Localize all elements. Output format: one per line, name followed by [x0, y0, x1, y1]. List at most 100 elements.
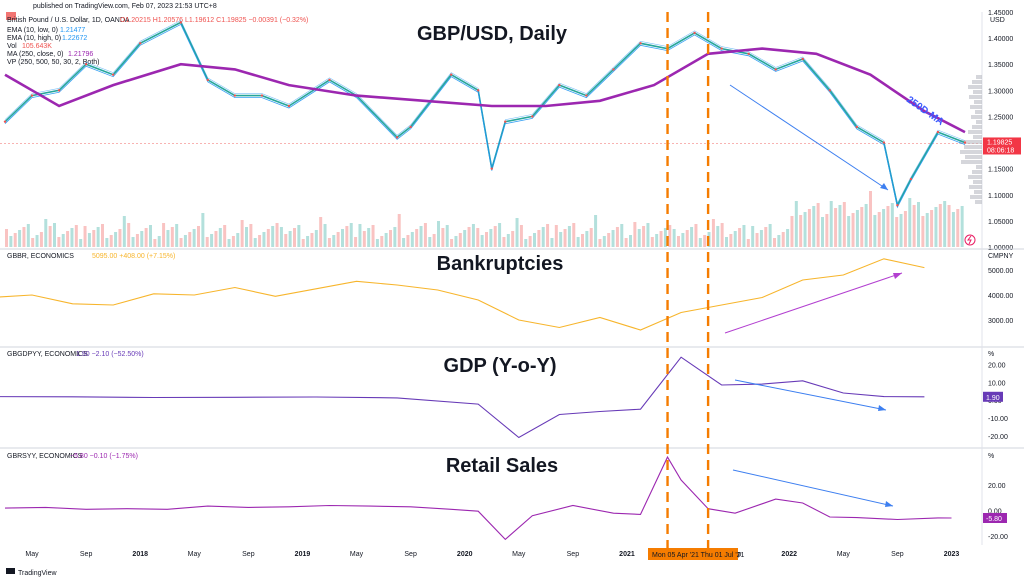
- tradingview-logo[interactable]: TradingView: [6, 568, 57, 577]
- volume-bar: [402, 238, 406, 247]
- price-point: [57, 89, 61, 92]
- volume-bar: [620, 224, 624, 247]
- price-y-tick: 1.25000: [988, 114, 1013, 121]
- volume-bar: [751, 226, 755, 247]
- gdp-y-tick: -20.00: [988, 434, 1008, 441]
- volume-profile-bar: [968, 175, 982, 179]
- volume-bar: [358, 224, 362, 247]
- volume-bar: [877, 212, 881, 247]
- volume-bar: [101, 224, 104, 247]
- volume-bar: [755, 233, 759, 247]
- retail-title: Retail Sales: [446, 455, 558, 477]
- volume-bar: [816, 203, 820, 247]
- time-axis-label: May: [512, 551, 526, 558]
- retail-y-tick: 0.00: [988, 509, 1002, 516]
- volume-bar: [720, 223, 724, 247]
- volume-bar: [690, 227, 694, 247]
- symbol-line[interactable]: British Pound / U.S. Dollar, 1D, OANDA: [7, 17, 130, 24]
- footer-brand: TradingView: [18, 570, 57, 577]
- volume-profile-bar: [968, 130, 982, 134]
- volume-bar: [210, 234, 214, 247]
- price-y-tick: 1.05000: [988, 219, 1013, 226]
- price-series-line: [4, 21, 966, 208]
- volume-bar: [790, 216, 794, 247]
- volume-bar: [515, 218, 519, 247]
- volume-bar: [655, 234, 659, 247]
- retail-label[interactable]: GBRSYY, ECONOMICS: [7, 453, 83, 460]
- price-point: [3, 120, 7, 123]
- volume-bar: [934, 207, 938, 247]
- retail-trend-arrow: [732, 469, 894, 507]
- ma-label-annotation: 250D-MA: [904, 94, 945, 128]
- time-axis-label: Sep: [891, 551, 904, 558]
- volume-bar: [223, 225, 227, 247]
- volume-bar: [70, 228, 74, 247]
- volume-bar: [13, 233, 17, 247]
- volume-bar: [53, 223, 56, 247]
- volume-bar: [39, 232, 43, 247]
- volume-bar: [310, 233, 314, 247]
- volume-bar: [179, 238, 183, 247]
- price-point: [639, 42, 642, 45]
- volume-bar: [140, 231, 144, 247]
- volume-bar: [327, 238, 331, 247]
- ema-high-label[interactable]: EMA (10, high, 0): [7, 35, 61, 42]
- price-y-tick: 1.45000: [988, 10, 1013, 17]
- volume-bar: [332, 235, 336, 247]
- volume-bar: [598, 239, 602, 247]
- volume-bar: [716, 226, 720, 247]
- bankruptcy-label[interactable]: GBBR, ECONOMICS: [7, 253, 74, 260]
- ma-value: 1.21796: [68, 51, 93, 58]
- volume-bar: [956, 209, 960, 247]
- time-axis-label: May: [837, 551, 851, 558]
- volume-bar: [921, 216, 925, 247]
- volume-bar: [240, 220, 244, 247]
- gdp-label[interactable]: GBGDPYY, ECONOMICS: [7, 351, 88, 358]
- time-axis-label: May: [350, 551, 364, 558]
- volume-bar: [249, 224, 253, 247]
- ema-low-label[interactable]: EMA (10, low, 0): [7, 27, 58, 34]
- volume-bar: [821, 217, 824, 247]
- volume-profile-bar: [972, 80, 982, 84]
- volume-bar: [812, 206, 816, 247]
- price-point: [179, 21, 182, 24]
- price-y-tick: 1.35000: [988, 62, 1013, 69]
- bankruptcy-values: 5095.00 +408.00 (+7.15%): [92, 253, 175, 260]
- volume-bar: [92, 230, 96, 247]
- volume-bar: [428, 237, 432, 247]
- time-axis[interactable]: May Sep 2018 May Sep 2019 May Sep 2020 May Sep 2021…: [25, 551, 959, 558]
- volume-bar: [397, 214, 401, 247]
- lightning-icon[interactable]: [964, 234, 976, 246]
- gdp-values: 1.90 −2.10 (−52.50%): [76, 351, 144, 358]
- volume-bar: [284, 234, 288, 247]
- price-point: [585, 94, 588, 97]
- volume-bar: [607, 233, 611, 247]
- vp-label[interactable]: VP (250, 500, 50, 30, 2, Both): [7, 59, 100, 66]
- volume-bar: [541, 227, 545, 247]
- volume-bar: [502, 237, 506, 247]
- price-point: [395, 136, 399, 139]
- price-point: [477, 89, 480, 92]
- time-axis-label: 2022: [781, 551, 797, 558]
- price-y-tick: 1.40000: [988, 36, 1013, 43]
- volume-bar: [567, 226, 571, 247]
- volume-bar: [554, 225, 558, 247]
- volume-bar: [729, 234, 733, 247]
- volume-bars: [5, 191, 964, 247]
- volume-bar: [293, 228, 296, 247]
- volume-bar: [371, 225, 375, 247]
- price-point: [30, 94, 34, 97]
- volume-bar: [297, 225, 301, 247]
- ma-label[interactable]: MA (250, close, 0): [7, 51, 63, 58]
- time-axis-label: May: [188, 551, 202, 558]
- volume-bar: [624, 238, 628, 247]
- volume-bar: [860, 207, 864, 247]
- volume-bar: [528, 236, 532, 247]
- volume-bar: [930, 210, 934, 247]
- volume-bar: [471, 224, 475, 247]
- vol-label[interactable]: Vol: [7, 43, 17, 50]
- price-point: [882, 141, 886, 144]
- volume-profile-bar: [961, 160, 982, 164]
- price-point: [896, 204, 899, 207]
- volume-bar: [563, 229, 567, 247]
